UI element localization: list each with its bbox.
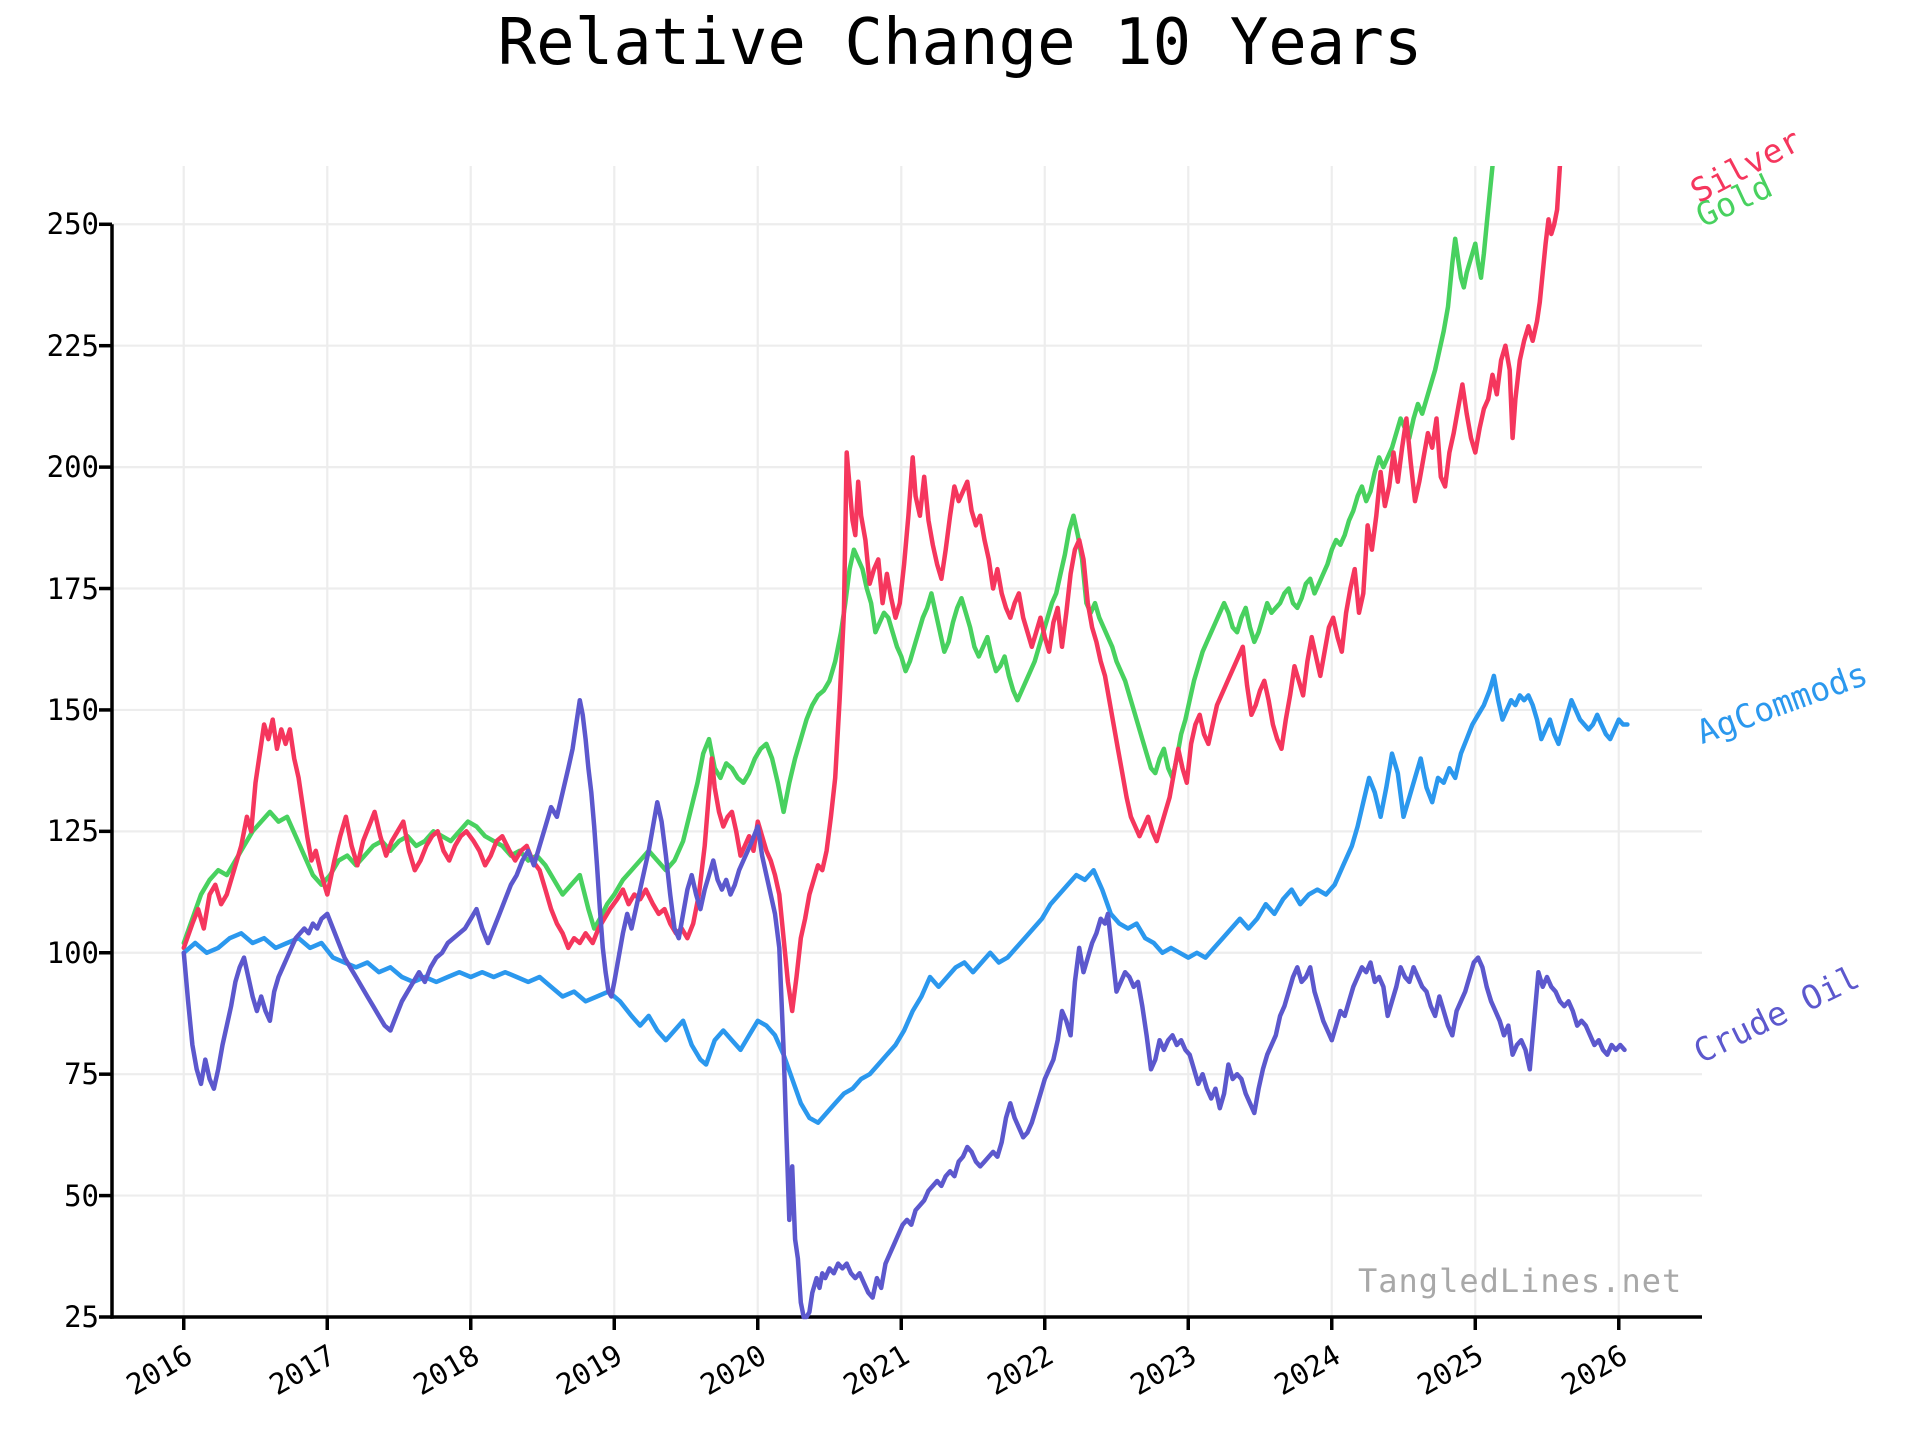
series-line-silver [181,166,1563,1014]
y-tick-label-250: 250 [46,207,99,242]
y-tick-label-150: 150 [46,692,99,727]
y-tick-label-50: 50 [64,1178,99,1213]
chart-title: Relative Change 10 Years [497,6,1423,80]
y-tick-label-225: 225 [46,328,99,363]
watermark: TangledLines.net [1358,1262,1683,1300]
series-line-crude-oil [181,697,1627,1320]
y-tick-label-125: 125 [46,814,99,849]
y-tick-label-100: 100 [46,935,99,970]
y-tick-label-175: 175 [46,571,99,606]
y-tick-label-25: 25 [64,1300,99,1334]
y-tick-label-200: 200 [46,450,99,485]
series-line-agcommods [181,673,1630,1125]
y-tick-label-75: 75 [64,1057,99,1092]
